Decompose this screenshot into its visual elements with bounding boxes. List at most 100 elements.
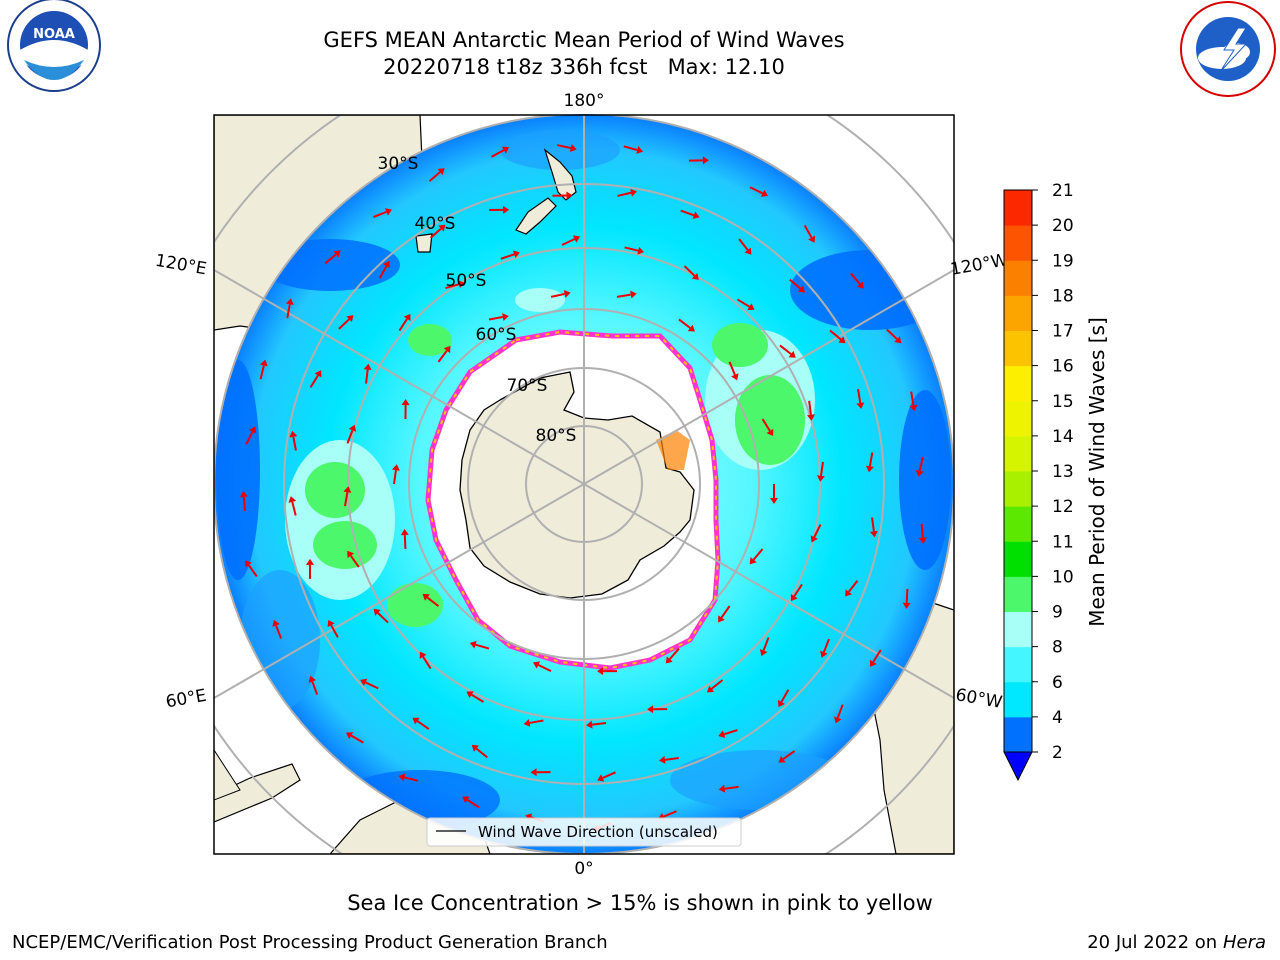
wind-arrow bbox=[259, 365, 265, 380]
wind-arrow-head bbox=[245, 560, 252, 568]
wind-arrow bbox=[782, 750, 796, 760]
wind-arrow-head bbox=[718, 784, 726, 793]
wind-arrow-head bbox=[918, 537, 927, 544]
wind-arrow bbox=[398, 318, 408, 332]
colorbar-title: Mean Period of Wind Waves [s] bbox=[1085, 317, 1109, 627]
colorbar-tick-label: 9 bbox=[1052, 603, 1063, 623]
wind-arrow bbox=[749, 186, 764, 195]
wind-arrow-head bbox=[770, 498, 778, 504]
wind-arrow-head bbox=[333, 250, 341, 258]
wind-arrow bbox=[871, 517, 875, 532]
wind-arrow bbox=[429, 227, 442, 239]
wind-arrow bbox=[428, 171, 441, 182]
wind-arrow-head bbox=[630, 290, 637, 299]
wind-arrow bbox=[291, 501, 297, 516]
colorbar-tick-label: 16 bbox=[1052, 357, 1074, 377]
wind-arrow bbox=[752, 548, 764, 561]
wind-arrow bbox=[793, 583, 803, 597]
nws-logo bbox=[1180, 1, 1276, 97]
colorbar-segment bbox=[1004, 400, 1032, 437]
wind-arrow bbox=[561, 238, 576, 246]
wind-arrow-head bbox=[533, 661, 541, 669]
wind-arrow-head bbox=[566, 191, 573, 200]
wind-arrow-head bbox=[398, 773, 406, 782]
wind-arrow-head bbox=[308, 675, 317, 683]
colorbar-tick-label: 13 bbox=[1052, 462, 1074, 482]
map-frame bbox=[213, 114, 955, 855]
wind-arrow-head bbox=[749, 557, 757, 565]
wind-arrow bbox=[311, 681, 319, 695]
wind-arrow bbox=[761, 418, 771, 432]
wind-arrow-head bbox=[501, 146, 510, 154]
wind-wave-arrows bbox=[239, 144, 927, 832]
wind-arrow-head bbox=[894, 336, 902, 344]
wind-arrow-head bbox=[702, 156, 709, 165]
wind-arrow bbox=[623, 145, 638, 151]
wind-arrow-head bbox=[401, 399, 410, 406]
wind-arrow-head bbox=[788, 350, 796, 358]
wind-arrow bbox=[550, 292, 565, 298]
wind-arrow-head bbox=[572, 235, 581, 243]
lat-label-50s: 50°S bbox=[446, 271, 487, 291]
wind-arrow bbox=[836, 704, 844, 719]
wind-arrow-head bbox=[348, 424, 357, 432]
wind-arrow-head bbox=[466, 691, 474, 699]
wind-arrow bbox=[475, 643, 490, 650]
wind-arrow-head bbox=[909, 404, 918, 412]
wind-arrow bbox=[491, 149, 505, 158]
wind-arrow-head bbox=[718, 730, 726, 739]
madagascar-land bbox=[214, 763, 301, 823]
wind-arrow-head bbox=[525, 813, 533, 821]
wind-arrow-head bbox=[838, 336, 846, 344]
colorbar-segment bbox=[1004, 471, 1032, 507]
wind-arrow-head bbox=[718, 615, 725, 623]
colorbar-segment bbox=[1004, 716, 1032, 753]
wind-arrow-head bbox=[285, 298, 294, 305]
wind-arrow bbox=[275, 625, 283, 639]
lon-label-120e: 120°E bbox=[154, 251, 208, 280]
wind-arrow bbox=[488, 316, 503, 321]
wind-arrow-head bbox=[469, 640, 477, 649]
wind-arrow-head bbox=[443, 345, 451, 354]
wind-arrow-head bbox=[834, 716, 842, 724]
wind-arrow bbox=[624, 246, 639, 252]
wind-arrow-head bbox=[462, 796, 470, 804]
wind-arrow-head bbox=[596, 667, 603, 676]
wind-arrow-head bbox=[597, 774, 605, 782]
wind-arrow-head bbox=[647, 705, 654, 714]
wind-arrow bbox=[422, 656, 432, 670]
colorbar-segment bbox=[1004, 611, 1032, 648]
wind-arrow bbox=[404, 776, 419, 782]
wind-arrow bbox=[338, 318, 350, 330]
wind-arrow-head bbox=[869, 530, 878, 538]
wind-arrow bbox=[617, 191, 632, 197]
wind-arrow bbox=[350, 734, 364, 744]
wind-arrow bbox=[403, 534, 407, 550]
colorbar-tick-label: 6 bbox=[1052, 673, 1063, 693]
wind-arrow bbox=[292, 436, 297, 451]
wind-arrow bbox=[556, 144, 572, 150]
wind-arrow bbox=[918, 456, 924, 472]
wind-arrow-head bbox=[400, 529, 409, 536]
colorbar-tick-label: 10 bbox=[1052, 567, 1074, 587]
map-legend: Wind Wave Direction (unscaled) bbox=[426, 817, 742, 847]
wind-arrow-head bbox=[856, 281, 864, 289]
wind-arrow bbox=[808, 400, 812, 415]
wind-arrow-head bbox=[820, 650, 828, 658]
wind-arrow-head bbox=[503, 205, 510, 214]
wind-arrow-head bbox=[471, 744, 479, 752]
wind-arrow bbox=[365, 369, 369, 384]
wind-arrow-head bbox=[289, 430, 298, 438]
colorbar-tick-label: 15 bbox=[1052, 392, 1074, 412]
colorbar-extend-triangle bbox=[1003, 751, 1033, 782]
wind-arrow-head bbox=[692, 211, 700, 220]
wind-arrow-head bbox=[777, 699, 785, 708]
wind-arrow-head bbox=[856, 402, 865, 409]
wind-arrow bbox=[683, 265, 696, 277]
wind-arrow bbox=[309, 374, 319, 388]
wind-arrow bbox=[247, 564, 258, 578]
wind-arrow bbox=[920, 523, 924, 538]
wind-arrow bbox=[711, 679, 724, 690]
wind-arrow-head bbox=[637, 246, 645, 255]
